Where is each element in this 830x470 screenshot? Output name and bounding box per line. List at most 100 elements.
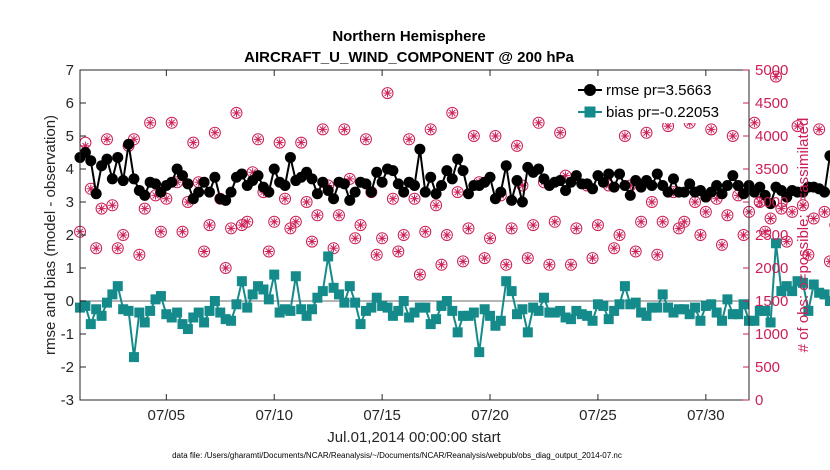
- obs-possible-marker: [332, 209, 345, 222]
- bias-point: [538, 292, 549, 303]
- rmse-point: [284, 151, 296, 163]
- rmse-point: [306, 173, 318, 185]
- obs-possible-marker: [656, 215, 669, 228]
- legend-bias-label: bias pr=-0.22053: [606, 104, 719, 121]
- rmse-point: [716, 188, 728, 200]
- bias-point: [684, 309, 695, 320]
- obs-assimilated-marker: [653, 250, 662, 259]
- obs-assimilated-marker: [243, 217, 252, 226]
- bias-point: [609, 305, 620, 316]
- bias-point: [576, 309, 587, 320]
- y-right-tick-label: 0: [755, 392, 763, 409]
- bias-point: [646, 302, 657, 313]
- obs-possible-marker: [133, 248, 146, 261]
- rmse-point: [511, 175, 523, 187]
- rmse-point: [554, 175, 566, 187]
- y-tick-label: -3: [61, 392, 74, 409]
- obs-possible-marker: [295, 136, 308, 149]
- bias-point: [760, 305, 771, 316]
- obs-assimilated-marker: [458, 257, 468, 266]
- y-tick-label: 0: [66, 293, 74, 310]
- bias-point: [414, 302, 425, 313]
- obs-assimilated-marker: [404, 135, 414, 144]
- obs-assimilated-marker: [809, 214, 818, 223]
- bias-point: [797, 277, 808, 288]
- bias-point: [754, 305, 765, 316]
- rmse-point: [619, 180, 631, 191]
- rmse-point: [721, 180, 733, 191]
- obs-assimilated-marker: [469, 131, 479, 141]
- obs-assimilated-marker: [464, 224, 473, 233]
- legend-rmse-label: rmse pr=3.5663: [606, 82, 711, 99]
- obs-possible-marker: [300, 196, 313, 208]
- bias-point: [592, 299, 603, 310]
- bias-point: [690, 302, 701, 313]
- x-tick-label: 07/20: [471, 407, 509, 424]
- bias-point: [328, 282, 339, 293]
- obs-possible-marker: [613, 229, 626, 241]
- obs-possible-marker: [386, 192, 399, 205]
- obs-assimilated-marker: [297, 138, 306, 147]
- obs-possible-marker: [446, 106, 459, 119]
- rmse-point: [112, 151, 124, 163]
- obs-possible-marker: [111, 242, 124, 255]
- rmse-point: [322, 184, 334, 196]
- bias-point: [85, 319, 96, 330]
- rmse-point: [360, 178, 372, 190]
- bias-point: [776, 286, 787, 297]
- bias-point: [463, 310, 474, 321]
- rmse-point: [765, 198, 777, 210]
- obs-possible-marker: [338, 123, 351, 136]
- obs-assimilated-marker: [593, 220, 603, 230]
- obs-assimilated-marker: [167, 118, 176, 127]
- obs-assimilated-marker: [620, 131, 630, 141]
- bias-point: [366, 302, 377, 313]
- obs-assimilated-marker: [394, 247, 403, 256]
- bias-point: [544, 307, 555, 318]
- obs-possible-marker: [705, 123, 718, 136]
- obs-assimilated-marker: [275, 138, 284, 147]
- y-right-tick-label: 3500: [755, 161, 788, 178]
- rmse-point: [484, 171, 496, 183]
- rmse-point: [759, 189, 771, 201]
- obs-possible-marker: [699, 205, 712, 218]
- obs-assimilated-marker: [658, 217, 667, 226]
- rmse-point: [495, 186, 507, 198]
- obs-assimilated-marker: [313, 211, 322, 220]
- obs-assimilated-marker: [814, 125, 824, 134]
- obs-assimilated-marker: [426, 125, 435, 134]
- rmse-point: [220, 194, 232, 206]
- bias-point: [706, 299, 717, 310]
- rmse-point: [570, 170, 582, 182]
- obs-possible-marker: [813, 123, 826, 136]
- obs-assimilated-marker: [690, 197, 700, 207]
- obs-assimilated-marker: [329, 244, 338, 253]
- obs-assimilated-marker: [270, 217, 279, 226]
- axis-ticks: 07/05 07/10 07/15 07/20 07/25 07/30 -3 -2 -1 0 1 2 3…: [61, 62, 789, 424]
- obs-possible-marker: [462, 222, 475, 235]
- obs-assimilated-marker: [550, 217, 559, 226]
- rmse-point: [236, 168, 248, 180]
- x-tick-label: 07/10: [255, 407, 293, 424]
- x-tick-label: 07/05: [148, 407, 186, 424]
- bias-point: [123, 305, 134, 316]
- rmse-point: [754, 181, 766, 193]
- bias-point: [350, 297, 361, 308]
- rmse-point: [193, 186, 205, 198]
- rmse-point: [500, 160, 512, 172]
- obs-possible-marker: [187, 136, 200, 149]
- obs-assimilated-marker: [156, 227, 166, 236]
- bias-point: [431, 314, 442, 325]
- obs-possible-marker: [252, 133, 265, 146]
- obs-possible-marker: [775, 202, 788, 215]
- obs-assimilated-marker: [91, 244, 101, 253]
- obs-possible-marker: [721, 209, 734, 222]
- rmse-point: [662, 186, 674, 198]
- obs-possible-marker: [484, 232, 497, 245]
- obs-assimilated-marker: [663, 121, 673, 131]
- bias-point: [134, 307, 145, 318]
- bias-point: [528, 302, 539, 313]
- obs-possible-marker: [106, 199, 119, 212]
- bias-point: [598, 300, 609, 311]
- bias-point: [301, 310, 312, 321]
